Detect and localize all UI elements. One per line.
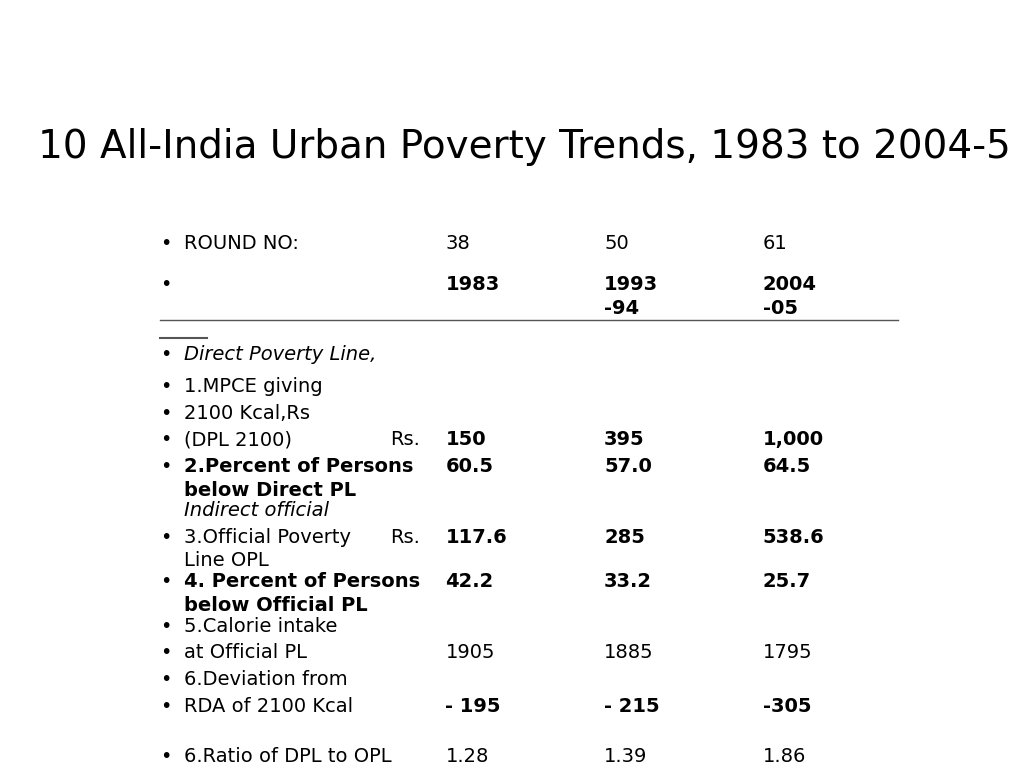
Text: 2004
-05: 2004 -05 (763, 276, 817, 318)
Text: •: • (160, 528, 171, 547)
Text: Direct Poverty Line,: Direct Poverty Line, (183, 345, 376, 364)
Text: •: • (160, 430, 171, 449)
Text: 61: 61 (763, 234, 787, 253)
Text: •: • (160, 404, 171, 423)
Text: •: • (160, 670, 171, 689)
Text: •: • (160, 345, 171, 364)
Text: Indirect official: Indirect official (183, 502, 329, 521)
Text: 395: 395 (604, 430, 645, 449)
Text: 25.7: 25.7 (763, 572, 811, 591)
Text: 1885: 1885 (604, 644, 653, 662)
Text: -305: -305 (763, 697, 811, 716)
Text: 150: 150 (445, 430, 486, 449)
Text: 10 All-India Urban Poverty Trends, 1983 to 2004-5: 10 All-India Urban Poverty Trends, 1983 … (39, 127, 1011, 166)
Text: 57.0: 57.0 (604, 457, 652, 476)
Text: 1795: 1795 (763, 644, 812, 662)
Text: at Official PL: at Official PL (183, 644, 306, 662)
Text: 1983: 1983 (445, 276, 500, 294)
Text: 538.6: 538.6 (763, 528, 824, 547)
Text: •: • (160, 377, 171, 396)
Text: •: • (160, 457, 171, 476)
Text: •: • (160, 697, 171, 716)
Text: 60.5: 60.5 (445, 457, 494, 476)
Text: 5.Calorie intake: 5.Calorie intake (183, 617, 337, 636)
Text: 1.28: 1.28 (445, 746, 488, 766)
Text: 1.39: 1.39 (604, 746, 647, 766)
Text: - 215: - 215 (604, 697, 659, 716)
Text: 6.Ratio of DPL to OPL: 6.Ratio of DPL to OPL (183, 746, 391, 766)
Text: 117.6: 117.6 (445, 528, 507, 547)
Text: ROUND NO:: ROUND NO: (183, 234, 298, 253)
Text: •: • (160, 746, 171, 766)
Text: •: • (160, 234, 171, 253)
Text: 42.2: 42.2 (445, 572, 494, 591)
Text: Rs.: Rs. (390, 430, 420, 449)
Text: 285: 285 (604, 528, 645, 547)
Text: 1,000: 1,000 (763, 430, 824, 449)
Text: 6.Deviation from: 6.Deviation from (183, 670, 347, 689)
Text: •: • (160, 572, 171, 591)
Text: 1993
-94: 1993 -94 (604, 276, 658, 318)
Text: RDA of 2100 Kcal: RDA of 2100 Kcal (183, 697, 352, 716)
Text: - 195: - 195 (445, 697, 501, 716)
Text: 4. Percent of Persons
below Official PL: 4. Percent of Persons below Official PL (183, 572, 420, 615)
Text: 1.86: 1.86 (763, 746, 806, 766)
Text: 3.Official Poverty
Line OPL: 3.Official Poverty Line OPL (183, 528, 350, 571)
Text: 1.MPCE giving: 1.MPCE giving (183, 377, 323, 396)
Text: 2.Percent of Persons
below Direct PL: 2.Percent of Persons below Direct PL (183, 457, 413, 499)
Text: •: • (160, 276, 171, 294)
Text: Rs.: Rs. (390, 528, 420, 547)
Text: 2100 Kcal,Rs: 2100 Kcal,Rs (183, 404, 309, 423)
Text: 64.5: 64.5 (763, 457, 811, 476)
Text: 50: 50 (604, 234, 629, 253)
Text: •: • (160, 644, 171, 662)
Text: 38: 38 (445, 234, 470, 253)
Text: 1905: 1905 (445, 644, 495, 662)
Text: (DPL 2100): (DPL 2100) (183, 430, 292, 449)
Text: 33.2: 33.2 (604, 572, 652, 591)
Text: •: • (160, 617, 171, 636)
